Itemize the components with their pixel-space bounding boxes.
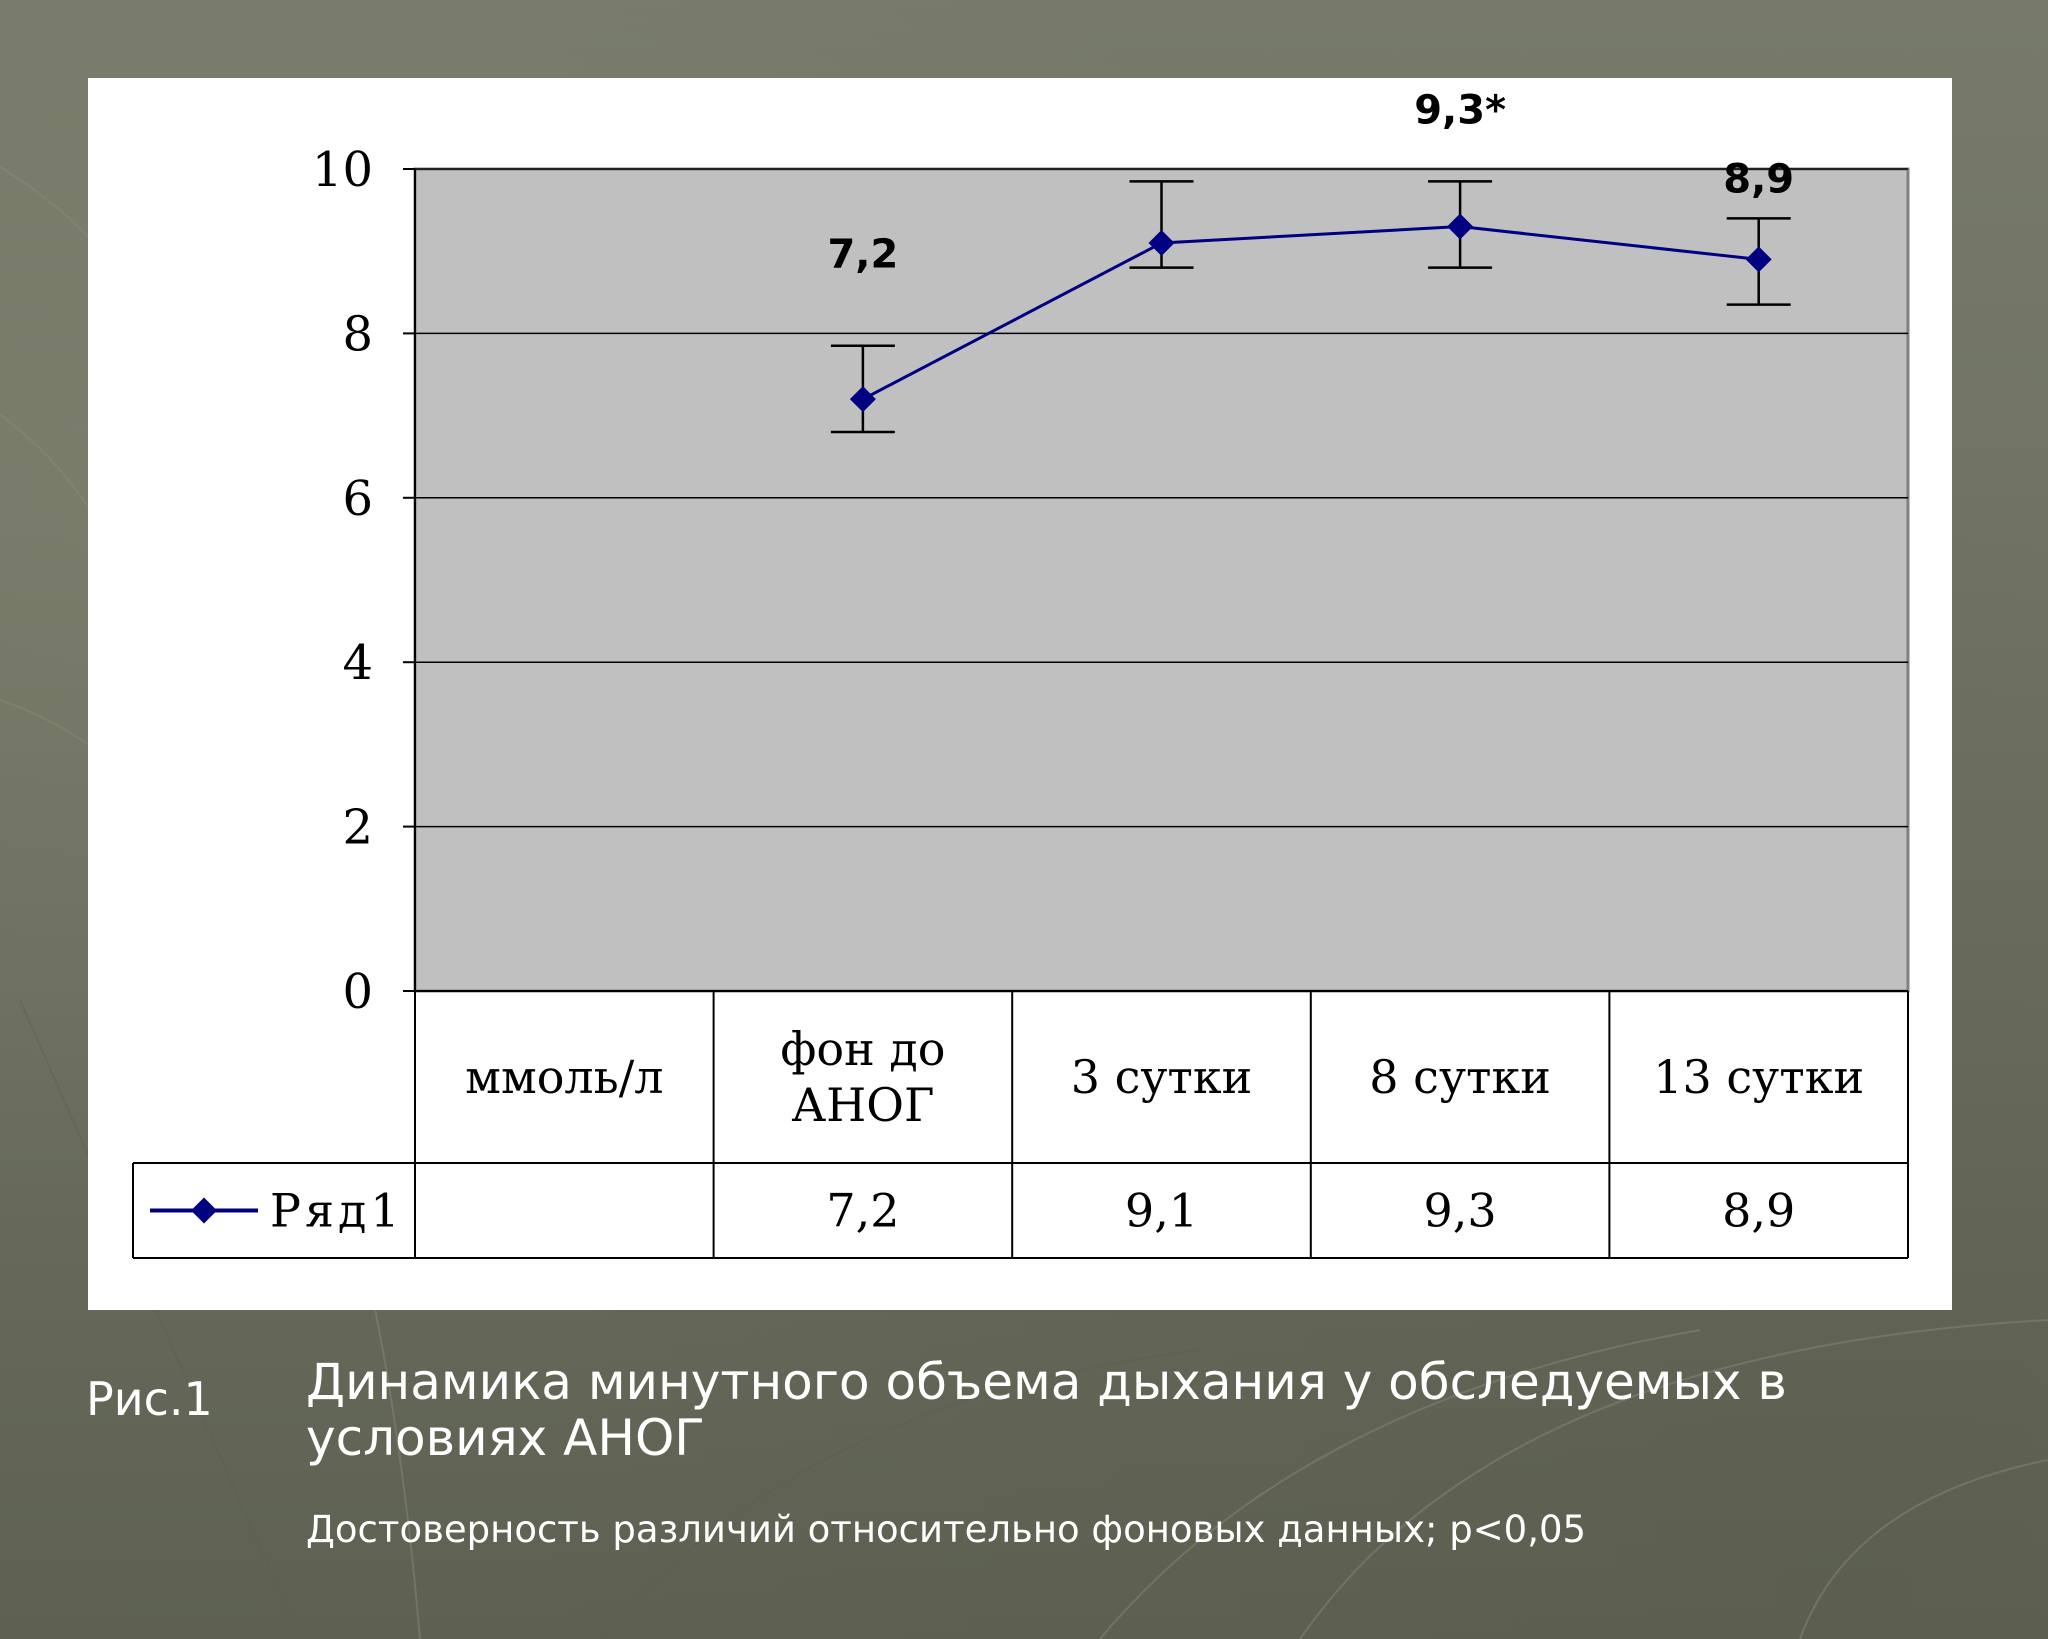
data-point-marker bbox=[1447, 213, 1474, 240]
figure-note: Достоверность различий относительно фоно… bbox=[306, 1508, 1587, 1551]
table-value-cell: 9,1 bbox=[1125, 1184, 1198, 1238]
table-value-cell: 8,9 bbox=[1722, 1184, 1795, 1238]
table-category-header: 3 сутки bbox=[1071, 1050, 1253, 1104]
y-tick-label: 4 bbox=[342, 635, 373, 691]
table-category-header: 13 сутки bbox=[1653, 1050, 1864, 1104]
legend-series-label: Ряд1 bbox=[270, 1184, 404, 1238]
figure-title: Динамика минутного объема дыхания у обсл… bbox=[306, 1353, 1787, 1467]
data-point-marker bbox=[1745, 246, 1772, 273]
data-point-marker bbox=[1148, 229, 1175, 256]
y-tick-label: 10 bbox=[312, 142, 373, 198]
y-tick-label: 6 bbox=[342, 471, 373, 527]
table-category-header: 8 сутки bbox=[1369, 1050, 1551, 1104]
legend-marker-icon bbox=[191, 1197, 217, 1224]
data-point-marker bbox=[849, 386, 876, 413]
series-markers bbox=[849, 213, 1772, 413]
table-category-header: фон до bbox=[780, 1022, 945, 1076]
table-value-cell: 9,3 bbox=[1424, 1184, 1497, 1238]
table-category-header: АНОГ bbox=[791, 1078, 934, 1132]
y-tick-label: 2 bbox=[342, 800, 373, 856]
plot-area bbox=[413, 167, 1910, 993]
table-unit-label: ммоль/л bbox=[465, 1050, 663, 1104]
y-tick-label: 8 bbox=[342, 306, 373, 362]
data-labels: 7,29,1*9,3*8,9 bbox=[827, 87, 1794, 278]
chart-panel: 0 2 4 6 8 10 ммоль/л фон до АНОГ 3 сутки 8 сутки 1… bbox=[88, 78, 1952, 1310]
series-line-ryad1 bbox=[862, 225, 1759, 401]
figure-number: Рис.1 bbox=[86, 1372, 213, 1426]
data-label: 8,9 bbox=[1723, 156, 1794, 202]
y-axis-ticks: 0 2 4 6 8 10 bbox=[312, 142, 373, 1020]
data-label: 9,3* bbox=[1414, 87, 1506, 133]
y-tick-label: 0 bbox=[342, 964, 373, 1020]
data-label: 7,2 bbox=[827, 232, 898, 278]
table-value-cell: 7,2 bbox=[826, 1184, 899, 1238]
